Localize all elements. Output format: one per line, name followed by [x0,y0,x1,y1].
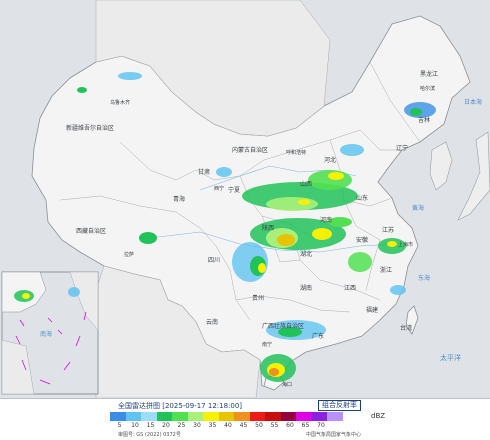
japan-islands [457,131,490,221]
radar-echo-southwest [232,242,268,282]
region-label-xinjiang: 新疆维吾尔自治区 [66,124,114,132]
scale-tick-label: 40 [224,422,232,429]
korea-peninsula [429,141,453,191]
city-label-hohhot: 呼和浩特 [286,149,306,156]
city-label-xining: 西宁 [214,185,224,192]
scale-tick-label: 55 [270,422,279,429]
scale-tick-label: 30 [193,422,201,429]
color-swatch [203,412,219,421]
region-label-hebei: 河北 [324,156,336,164]
radar-echo-east-coast [348,238,406,272]
color-swatch [110,412,126,421]
scale-tick-label: 60 [286,422,294,429]
color-swatch [327,412,343,421]
color-swatch [187,412,203,421]
neighbor-land-north [95,0,331,137]
color-scale-bar [110,412,343,421]
city-label-urumqi: 乌鲁木齐 [110,99,130,106]
scale-tick-label: 25 [177,422,186,429]
color-swatch [296,412,312,421]
map-approval-number: 审图号: GS (2022) 0372号 [118,432,181,438]
region-label-inner-mongolia: 内蒙古自治区 [232,146,268,154]
region-label-shanxi: 山西 [300,180,312,188]
scale-tick-label: 10 [131,422,139,429]
region-label-jilin: 吉林 [418,116,430,124]
scale-tick-label: 70 [317,422,325,429]
radar-echo-west [77,72,406,295]
region-label-heilongjiang: 黑龙江 [420,70,438,78]
neighbor-land-south [95,265,261,398]
radar-echo-south-china [260,320,326,382]
sea-label-south-sea: 南海 [40,330,52,338]
radar-map[interactable]: 新疆维吾尔自治区 西藏自治区 青海 甘肃 内蒙古自治区 宁夏 四川 云南 贵州 … [0,0,490,398]
region-label-hunan: 湖南 [300,284,312,292]
region-label-fujian: 福建 [366,306,378,314]
radar-echo-northeast [340,102,436,156]
color-swatch [265,412,281,421]
region-label-henan: 河南 [320,216,332,224]
color-swatch [311,412,327,421]
city-label-harbin: 哈尔滨 [420,85,435,92]
legend-title: 全国雷达拼图 [2025-09-17 12:18:00] [118,402,243,410]
color-swatch [218,412,234,421]
color-swatch [141,412,157,421]
region-label-guangxi: 广西壮族自治区 [262,322,304,330]
city-label-haikou: 海口 [282,381,292,388]
scale-tick-label: 5 [117,422,122,429]
scale-tick-label: 50 [255,422,263,429]
south-china-sea-inset [1,271,99,395]
region-label-shaanxi: 陕西 [262,224,274,232]
region-label-sichuan: 四川 [208,257,220,264]
scale-tick-label: 35 [208,422,217,429]
color-swatch [125,412,141,421]
region-label-jiangsu: 江苏 [382,226,394,234]
region-label-liaoning: 辽宁 [396,144,408,152]
sea-label-pacific: 太平洋 [440,353,461,362]
city-label-shanghai: 上海市 [398,241,413,248]
scale-tick-label: 65 [301,422,310,429]
region-label-shandong: 山东 [356,194,368,202]
scale-tick-label: 45 [239,422,248,429]
data-source: 中国气象局国家气象中心 [306,432,362,438]
product-type-badge: 组合反射率 [318,400,361,411]
scale-tick-label: 15 [146,422,155,429]
color-swatch [280,412,296,421]
region-label-zhejiang: 浙江 [380,266,392,274]
region-label-ningxia: 宁夏 [228,186,240,194]
region-label-qinghai: 青海 [173,195,185,203]
color-swatch [156,412,172,421]
sea-label-east-sea: 东海 [418,274,430,282]
color-swatch [249,412,265,421]
sea-label-yellow-sea: 黄海 [412,204,424,212]
scale-tick-label: 20 [162,422,170,429]
region-label-taiwan: 台湾 [400,324,412,332]
city-label-nanning: 南宁 [262,341,272,348]
region-label-jiangxi: 江西 [344,285,356,292]
map-labels: 新疆维吾尔自治区 西藏自治区 青海 甘肃 内蒙古自治区 宁夏 四川 云南 贵州 … [40,70,482,388]
region-label-guangdong: 广东 [312,332,324,340]
color-swatch [172,412,188,421]
region-label-yunnan: 云南 [206,318,218,326]
region-label-hubei: 湖北 [300,250,312,258]
region-label-anhui: 安徽 [356,236,368,244]
city-label-lhasa: 拉萨 [124,251,134,258]
taiwan-island [405,305,419,335]
legend-panel: 全国雷达拼图 [2025-09-17 12:18:00] 组合反射率 5 10 15… [0,398,490,440]
radar-echo-north-china [242,170,358,211]
radar-echo-central-china [250,217,352,250]
color-swatch [234,412,250,421]
region-label-tibet: 西藏自治区 [76,227,106,235]
legend-unit: dBZ [371,412,386,420]
region-label-guizhou: 贵州 [252,294,264,302]
region-label-gansu: 甘肃 [198,168,210,176]
sea-label-sea-of-japan: 日本海 [464,98,482,106]
